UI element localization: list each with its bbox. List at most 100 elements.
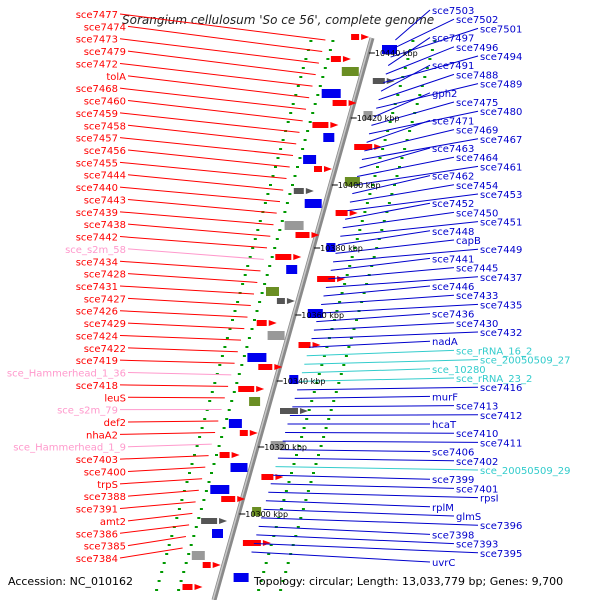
tick-mark [189,544,193,546]
tick-mark [220,436,224,438]
tick-mark [325,346,329,348]
tick-mark [155,589,159,591]
tick-mark [274,166,277,168]
kbp-tick-label: 10360 kbp [301,311,344,320]
tick-mark [420,85,424,87]
leader-line [333,248,479,263]
tick-mark [388,121,392,123]
tick-mark [322,436,326,438]
leader-line [119,13,326,41]
map-title: Sorangium cellulosum 'So ce 56', complet… [122,13,434,27]
left-gene-label: sce7438 [84,220,126,231]
tick-mark [218,364,222,366]
tick-mark [215,454,218,456]
tick-mark [415,103,419,105]
gene-feature [249,397,261,406]
tick-mark [423,76,427,78]
tick-mark [380,229,384,231]
gene-arrow [337,276,346,282]
tick-mark [345,274,349,276]
tick-mark [202,499,206,501]
right-gene-label: sce7471 [432,116,474,127]
left-gene-label: sce7418 [76,381,118,392]
tick-mark [307,409,311,411]
tick-mark [237,373,241,375]
leader-line [340,221,479,237]
right-gene-label: sce7491 [432,61,474,72]
tick-mark [284,571,288,573]
tick-mark [433,40,437,42]
leader-line [263,508,455,517]
leader-line [119,285,255,295]
leader-line [119,478,203,485]
tick-mark [405,139,409,141]
tick-mark [175,517,179,519]
tick-mark [353,247,357,249]
right-gene-label: sce7395 [480,549,522,560]
right-gene-label: sce7453 [480,190,522,201]
leader-line [127,489,199,497]
left-gene-label: sce7440 [76,183,118,194]
tick-mark [358,229,362,231]
leader-line [127,149,290,168]
gene-feature [270,441,286,450]
tick-mark [308,121,312,123]
tick-mark [348,265,352,267]
left-gene-label: sce_Hammerhead_1_9 [13,443,126,454]
tick-mark [251,247,255,249]
right-labels: sce7503sce7502sce7501sce7497sce7496sce74… [432,6,570,569]
tick-mark [296,85,300,87]
right-gene-label: sce7445 [456,264,498,275]
tick-mark [309,40,313,42]
leader-line [251,551,431,563]
tick-mark [203,418,207,420]
leader-line [268,491,479,499]
leader-line [256,534,455,545]
leader-line [318,303,479,314]
tick-mark [375,247,379,249]
genome-backbone-highlight [212,37,372,600]
right-gene-label: sce7502 [456,15,498,26]
tick-mark [289,112,293,114]
leader-line [127,347,238,353]
tick-mark [250,328,254,330]
right-gene-label: uvrC [432,558,455,569]
tick-mark [247,337,251,339]
gene-arrow [342,56,351,62]
gene-arrow [274,364,283,370]
tick-mark [157,580,161,582]
tick-mark [428,58,432,60]
left-gene-label: sce7458 [84,121,126,132]
tick-mark [162,562,166,564]
left-gene-label: tolA [106,72,126,83]
tick-mark [185,481,189,483]
gene-feature [230,463,248,472]
tick-mark [263,202,267,204]
right-gene-label: sce7501 [480,24,522,35]
tick-mark [295,454,298,456]
leader-line [390,27,479,58]
leader-line [119,384,229,387]
tick-mark [207,481,211,483]
gene-feature [317,276,336,282]
tick-mark [335,310,339,312]
left-gene-label: sce7388 [84,492,126,503]
leader-line [127,512,193,522]
leader-line [361,138,479,160]
left-gene-label: sce7428 [84,270,126,281]
gene-feature [233,573,249,582]
tick-mark [269,184,272,186]
tick-mark [232,391,236,393]
gene-feature [286,265,298,274]
gene-feature [354,144,373,150]
tick-mark [319,445,323,447]
tick-mark [208,400,212,402]
tick-mark [266,193,270,195]
tick-mark [179,580,183,582]
leader-line [306,349,455,357]
kbp-tick-label: 10420 kbp [357,114,400,123]
left-gene-label: sce7477 [76,10,118,21]
left-gene-label: sce7460 [84,97,126,108]
tick-mark [235,382,239,384]
left-gene-label: sce7474 [84,22,126,33]
